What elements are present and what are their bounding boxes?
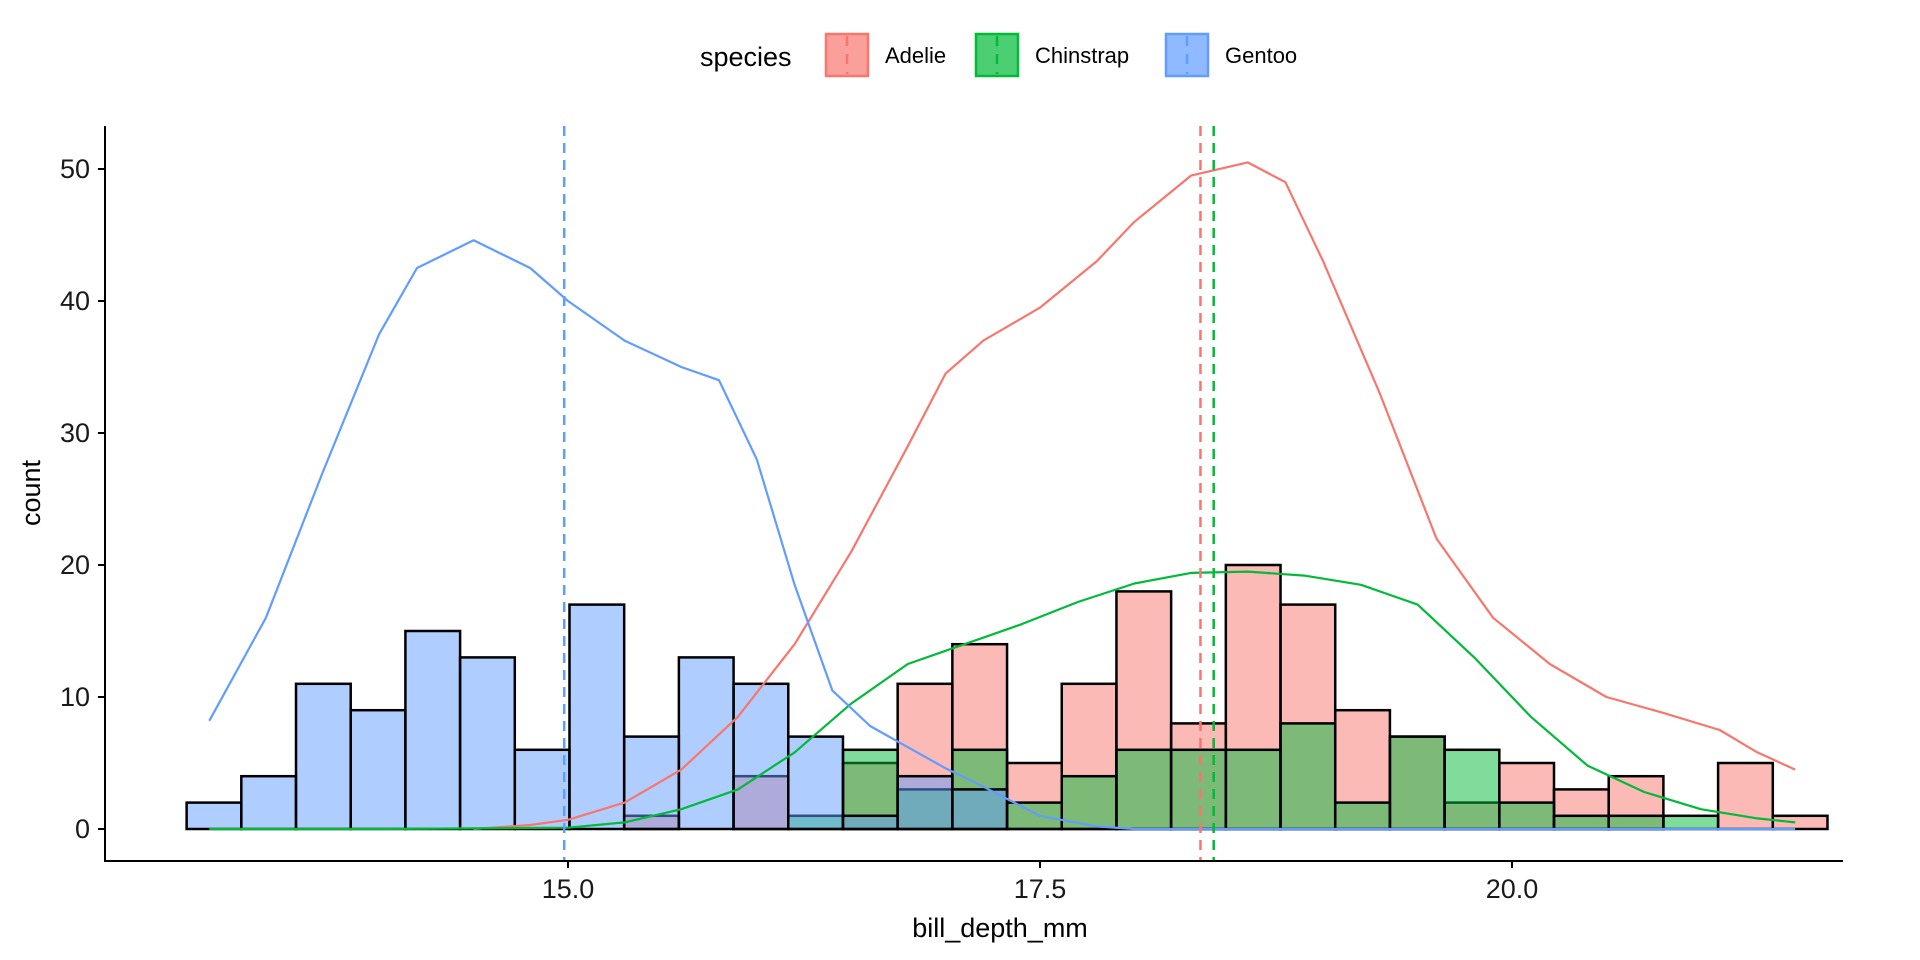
histogram-bar	[1115, 748, 1173, 831]
y-tick-label: 50	[60, 154, 90, 184]
histogram-bar	[1607, 814, 1665, 831]
histogram-bar	[1662, 814, 1720, 831]
histogram-bar	[1169, 748, 1228, 831]
legend-label: Chinstrap	[1035, 43, 1129, 68]
legend-item-gentoo: Gentoo	[1164, 32, 1297, 78]
histogram-bar	[1005, 801, 1063, 831]
density-curve-chinstrap	[209, 570, 1796, 831]
legend-title: species	[700, 42, 792, 72]
histogram-bar	[896, 774, 954, 831]
histogram-bar	[951, 788, 1009, 831]
legend: species Adelie Chinstrap Gentoo	[700, 32, 1297, 78]
y-tick-label: 10	[60, 682, 90, 712]
legend-item-adelie: Adelie	[824, 32, 946, 78]
histogram-gentoo	[185, 603, 1009, 831]
histogram-bar	[458, 656, 517, 831]
histogram-bar	[1552, 814, 1610, 831]
histogram-bar	[1279, 722, 1337, 831]
legend-item-chinstrap: Chinstrap	[974, 32, 1129, 78]
histogram-bar	[677, 656, 735, 831]
histogram-bar	[349, 708, 407, 831]
histogram-bar	[622, 735, 681, 831]
axes: bill_depth_mm count 0 10 20 30 40 50 15.0 17.5 2…	[16, 126, 1843, 943]
x-tick-label: 20.0	[1486, 874, 1539, 904]
legend-label: Gentoo	[1225, 43, 1297, 68]
legend-label: Adelie	[885, 43, 946, 68]
y-tick-label: 20	[60, 550, 90, 580]
density-curve-adelie	[473, 161, 1796, 831]
histogram-bar	[1388, 735, 1446, 831]
x-axis-title: bill_depth_mm	[912, 913, 1088, 943]
histogram-bar	[1333, 801, 1392, 831]
histogram-bar	[732, 682, 790, 831]
histogram-bar	[294, 682, 352, 831]
histogram-bar	[1771, 814, 1829, 831]
histogram-bar	[1443, 748, 1501, 831]
histogram-bar	[1498, 801, 1556, 831]
histogram-bar	[568, 603, 626, 831]
histogram-bar	[787, 735, 845, 831]
histogram-bar	[841, 814, 899, 831]
plot-area	[185, 126, 1829, 862]
y-tick-label: 30	[60, 418, 90, 448]
x-tick-label: 17.5	[1014, 874, 1067, 904]
histogram-bar	[1224, 748, 1282, 831]
histogram-bar	[185, 801, 243, 831]
y-tick-label: 40	[60, 286, 90, 316]
histogram-bar	[404, 629, 462, 831]
y-tick-label: 0	[75, 814, 90, 844]
histogram-bar	[513, 748, 571, 831]
histogram-bar	[240, 774, 298, 831]
x-tick-label: 15.0	[542, 874, 595, 904]
y-axis-title: count	[16, 459, 46, 526]
